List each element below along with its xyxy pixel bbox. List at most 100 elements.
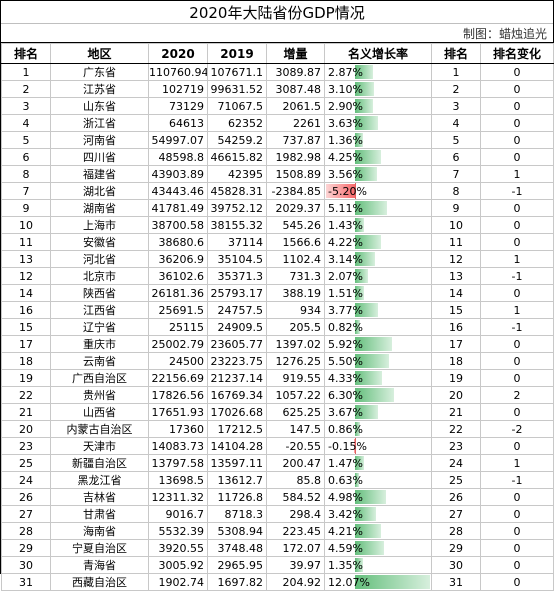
growth-label: 5.92% xyxy=(328,337,363,351)
growth-bar xyxy=(355,354,390,368)
cell-rank: 16 xyxy=(1,301,51,319)
growth-bar xyxy=(355,456,365,470)
table-row: 8 福建省 43903.89 42395 1508.89 3.56% 7 1 xyxy=(1,165,554,183)
cell-rank-change: 0 xyxy=(480,403,554,421)
cell-rank: 27 xyxy=(1,505,51,523)
cell-rank-change: -1 xyxy=(480,267,554,285)
cell-gdp-2020: 38680.6 xyxy=(148,233,208,251)
growth-label: 5.11% xyxy=(328,201,363,215)
cell-rank-2019: 29 xyxy=(431,539,481,557)
cell-growth: 3.42% xyxy=(324,505,432,523)
cell-rank: 28 xyxy=(1,522,51,540)
cell-rank-change: 0 xyxy=(480,539,554,557)
growth-bar xyxy=(355,82,375,96)
cell-rank: 22 xyxy=(1,386,51,404)
cell-gdp-2019: 17026.68 xyxy=(207,403,267,421)
cell-region: 上海市 xyxy=(50,216,149,234)
table-row: 27 甘肃省 9016.7 8718.3 298.4 3.42% 27 0 xyxy=(1,505,554,523)
cell-growth: 2.90% xyxy=(324,97,432,115)
table-row: 26 吉林省 12311.32 11726.8 584.52 4.98% 26 0 xyxy=(1,488,554,506)
cell-rank: 13 xyxy=(1,250,51,268)
cell-gdp-2020: 17826.56 xyxy=(148,386,208,404)
cell-gdp-2019: 25793.17 xyxy=(207,284,267,302)
cell-region: 山西省 xyxy=(50,403,149,421)
cell-rank-2019: 9 xyxy=(431,199,481,217)
cell-rank: 7 xyxy=(1,182,51,200)
cell-rank-2019: 3 xyxy=(431,97,481,115)
cell-growth: 1.43% xyxy=(324,216,432,234)
cell-rank: 14 xyxy=(1,284,51,302)
growth-bar xyxy=(355,235,382,249)
cell-gdp-2020: 102719 xyxy=(148,80,208,98)
cell-region: 陕西省 xyxy=(50,284,149,302)
cell-increase: -2384.85 xyxy=(266,182,325,200)
cell-increase: 1057.22 xyxy=(266,386,325,404)
cell-rank-change: 0 xyxy=(480,505,554,523)
growth-label: 1.47% xyxy=(328,456,363,470)
cell-rank-change: 0 xyxy=(480,97,554,115)
cell-gdp-2020: 43443.46 xyxy=(148,182,208,200)
header-region: 地区 xyxy=(50,43,149,64)
cell-growth: 2.87% xyxy=(324,63,432,81)
cell-growth: 3.67% xyxy=(324,403,432,421)
cell-gdp-2020: 25691.5 xyxy=(148,301,208,319)
cell-growth: 5.92% xyxy=(324,335,432,353)
cell-increase: 1566.6 xyxy=(266,233,325,251)
growth-bar xyxy=(355,150,382,164)
cell-increase: 1508.89 xyxy=(266,165,325,183)
cell-gdp-2019: 71067.5 xyxy=(207,97,267,115)
growth-bar xyxy=(355,269,368,283)
header-growth: 名义增长率 xyxy=(324,43,432,64)
growth-bar xyxy=(355,320,361,334)
cell-increase: 1397.02 xyxy=(266,335,325,353)
cell-increase: 3087.48 xyxy=(266,80,325,98)
cell-gdp-2019: 37114 xyxy=(207,233,267,251)
cell-increase: 934 xyxy=(266,301,325,319)
cell-gdp-2019: 35371.3 xyxy=(207,267,267,285)
cell-growth: 0.82% xyxy=(324,318,432,336)
cell-gdp-2020: 25002.79 xyxy=(148,335,208,353)
growth-bar xyxy=(355,337,392,351)
cell-region: 内蒙古自治区 xyxy=(50,420,149,438)
cell-rank-2019: 16 xyxy=(431,318,481,336)
growth-bar xyxy=(355,99,374,113)
cell-region: 北京市 xyxy=(50,267,149,285)
cell-gdp-2020: 41781.49 xyxy=(148,199,208,217)
cell-rank: 12 xyxy=(1,267,51,285)
cell-rank: 30 xyxy=(1,556,51,574)
cell-growth: 6.30% xyxy=(324,386,432,404)
cell-gdp-2020: 43903.89 xyxy=(148,165,208,183)
table-row: 25 新疆自治区 13797.58 13597.11 200.47 1.47% 24 1 xyxy=(1,454,554,472)
table-row: 24 黑龙江省 13698.5 13612.7 85.8 0.63% 25 -1 xyxy=(1,471,554,489)
cell-region: 广东省 xyxy=(50,63,149,81)
cell-rank-2019: 2 xyxy=(431,80,481,98)
table-row: 11 安徽省 38680.6 37114 1566.6 4.22% 11 0 xyxy=(1,233,554,251)
table-row: 23 天津市 14083.73 14104.28 -20.55 -0.15% 23 0 xyxy=(1,437,554,455)
growth-label: 4.59% xyxy=(328,541,363,555)
cell-rank-2019: 19 xyxy=(431,369,481,387)
cell-growth: 1.36% xyxy=(324,131,432,149)
header-rank-change: 排名变化 xyxy=(480,43,554,64)
cell-rank-change: 0 xyxy=(480,199,554,217)
growth-bar xyxy=(355,558,364,572)
cell-rank-2019: 17 xyxy=(431,335,481,353)
cell-growth: 1.35% xyxy=(324,556,432,574)
cell-growth: 3.10% xyxy=(324,80,432,98)
cell-growth: 3.77% xyxy=(324,301,432,319)
table-row: 21 山西省 17651.93 17026.68 625.25 3.67% 21 0 xyxy=(1,403,554,421)
cell-rank-change: 0 xyxy=(480,80,554,98)
growth-bar xyxy=(355,371,382,385)
growth-bar xyxy=(355,116,378,130)
cell-gdp-2019: 107671.1 xyxy=(207,63,267,81)
cell-rank: 20 xyxy=(1,420,51,438)
cell-rank-change: 0 xyxy=(480,352,554,370)
cell-gdp-2019: 54259.2 xyxy=(207,131,267,149)
credit-label: 制图：蜡烛追光 xyxy=(1,24,553,43)
growth-label: 6.30% xyxy=(328,388,363,402)
cell-growth: 4.59% xyxy=(324,539,432,557)
cell-gdp-2019: 5308.94 xyxy=(207,522,267,540)
cell-gdp-2020: 3920.55 xyxy=(148,539,208,557)
cell-rank-change: 0 xyxy=(480,114,554,132)
cell-increase: 625.25 xyxy=(266,403,325,421)
cell-increase: 2029.37 xyxy=(266,199,325,217)
